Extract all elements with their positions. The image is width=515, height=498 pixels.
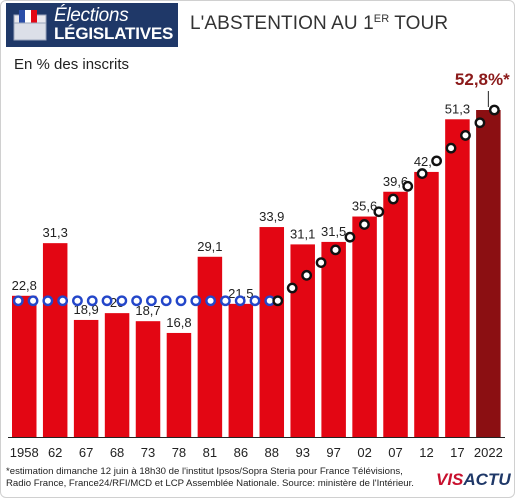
- trend-dot-black: [330, 244, 341, 256]
- trend-dot-blue: [131, 295, 143, 307]
- logo-line2: LÉGISLATIVES: [54, 24, 174, 43]
- x-tick-label: 1958: [10, 445, 39, 460]
- trend-dot-blue: [234, 295, 246, 307]
- title-superscript: ER: [373, 13, 390, 25]
- trend-dot-black: [445, 142, 457, 154]
- bar: [197, 256, 223, 437]
- trend-dot-blue: [219, 295, 231, 307]
- header: Élections LÉGISLATIVES L'ABSTENTION AU 1…: [6, 3, 508, 47]
- trend-dot-black: [373, 206, 385, 218]
- x-tick-label: 97: [326, 445, 340, 460]
- trend-dot-blue: [146, 295, 157, 307]
- elections-logo: Élections LÉGISLATIVES: [6, 3, 178, 47]
- data-label: 51,3: [445, 101, 470, 116]
- footnote: *estimation dimanche 12 juin à 18h30 de …: [6, 466, 426, 490]
- data-label: 35,6: [352, 199, 377, 214]
- trend-dot-blue: [101, 295, 113, 307]
- chart-title: L'ABSTENTION AU 1ER TOUR: [190, 13, 448, 35]
- unit-label: En % des inscrits: [14, 56, 130, 73]
- x-tick-label: 93: [295, 445, 309, 460]
- logo-line1: Élections: [54, 5, 129, 26]
- data-label: 39,6: [383, 174, 408, 189]
- bar: [383, 191, 408, 437]
- trend-dot-black: [416, 168, 428, 179]
- x-tick-label: 86: [234, 445, 248, 460]
- x-tick-label: 17: [450, 445, 464, 460]
- bar: [352, 216, 377, 437]
- data-label-estimate: 52,8%*: [455, 70, 510, 89]
- ballot-box-flag-icon: [13, 10, 47, 41]
- x-tick-label: 12: [419, 445, 433, 460]
- x-tick-label: 2022: [474, 445, 503, 460]
- trend-dot-blue: [160, 295, 172, 307]
- trend-dot-black: [488, 104, 500, 116]
- bar: [228, 303, 254, 437]
- trend-dot-blue: [205, 295, 216, 307]
- trend-dot-black: [474, 117, 486, 129]
- bar: [73, 319, 99, 437]
- x-tick-label: 02: [357, 445, 371, 460]
- bar: [135, 321, 161, 437]
- data-label: 31,5: [321, 224, 346, 239]
- brand-part1: VIS: [436, 470, 464, 489]
- bar: [445, 119, 470, 438]
- trend-dot-black: [272, 295, 284, 307]
- bar-estimate: [476, 110, 501, 437]
- data-label: 31,1: [290, 226, 315, 241]
- bar: [321, 241, 346, 437]
- title-end: TOUR: [389, 13, 449, 34]
- trend-dot-blue: [27, 295, 39, 307]
- trend-dot-black: [315, 257, 327, 268]
- data-label: 16,8: [166, 315, 191, 330]
- bar: [12, 295, 37, 437]
- data-label: 21,5: [228, 286, 253, 301]
- bar: [104, 313, 130, 437]
- bar: [42, 243, 68, 437]
- trend-dot-black: [344, 231, 356, 243]
- data-label: 29,1: [197, 239, 222, 254]
- trend-dot-blue: [86, 295, 98, 307]
- x-tick-label: 73: [141, 445, 155, 460]
- footnote-line2: Radio France, France24/RFI/MCD et LCP As…: [6, 478, 414, 489]
- data-label: 31,3: [43, 225, 68, 240]
- data-label: 33,9: [259, 209, 284, 224]
- trend-dot-blue: [175, 295, 187, 307]
- bar: [259, 227, 285, 437]
- trend-dot-black: [460, 130, 471, 141]
- trend-dot-black: [387, 193, 399, 205]
- x-tick-label: 67: [79, 445, 93, 460]
- trend-dot-blue: [57, 295, 69, 307]
- brand-part2: ACTU: [463, 470, 511, 489]
- trend-dot-black: [402, 180, 414, 192]
- bar: [414, 171, 439, 437]
- bar-chart: 1958 62 67 68 73 78 81 86 88 93 97 02 07 12 17 2022 22,8…: [8, 70, 510, 460]
- x-tick-label: 07: [388, 445, 402, 460]
- trend-dot-blue: [12, 295, 24, 307]
- trend-dot-black: [359, 219, 370, 230]
- x-tick-label: 62: [48, 445, 62, 460]
- data-label: 18,7: [135, 303, 160, 318]
- bar: [166, 332, 192, 437]
- trend-dot-blue: [42, 295, 54, 307]
- data-label: 22,8: [12, 278, 37, 293]
- visactu-logo: VISACTU: [436, 470, 511, 490]
- x-tick-label: 68: [110, 445, 124, 460]
- trend-dot-black: [431, 155, 442, 167]
- title-main: L'ABSTENTION AU 1: [190, 13, 374, 34]
- footnote-line1: *estimation dimanche 12 juin à 18h30 de …: [6, 466, 403, 477]
- trend-dot-blue: [72, 295, 83, 307]
- x-tick-label: 81: [203, 445, 217, 460]
- trend-dot-blue: [116, 295, 128, 307]
- trend-dot-blue: [249, 295, 261, 307]
- trend-dot-black: [301, 269, 313, 281]
- x-tick-label: 88: [265, 445, 279, 460]
- x-tick-label: 78: [172, 445, 186, 460]
- trend-dot-blue: [190, 295, 202, 307]
- trend-dot-black: [286, 282, 298, 294]
